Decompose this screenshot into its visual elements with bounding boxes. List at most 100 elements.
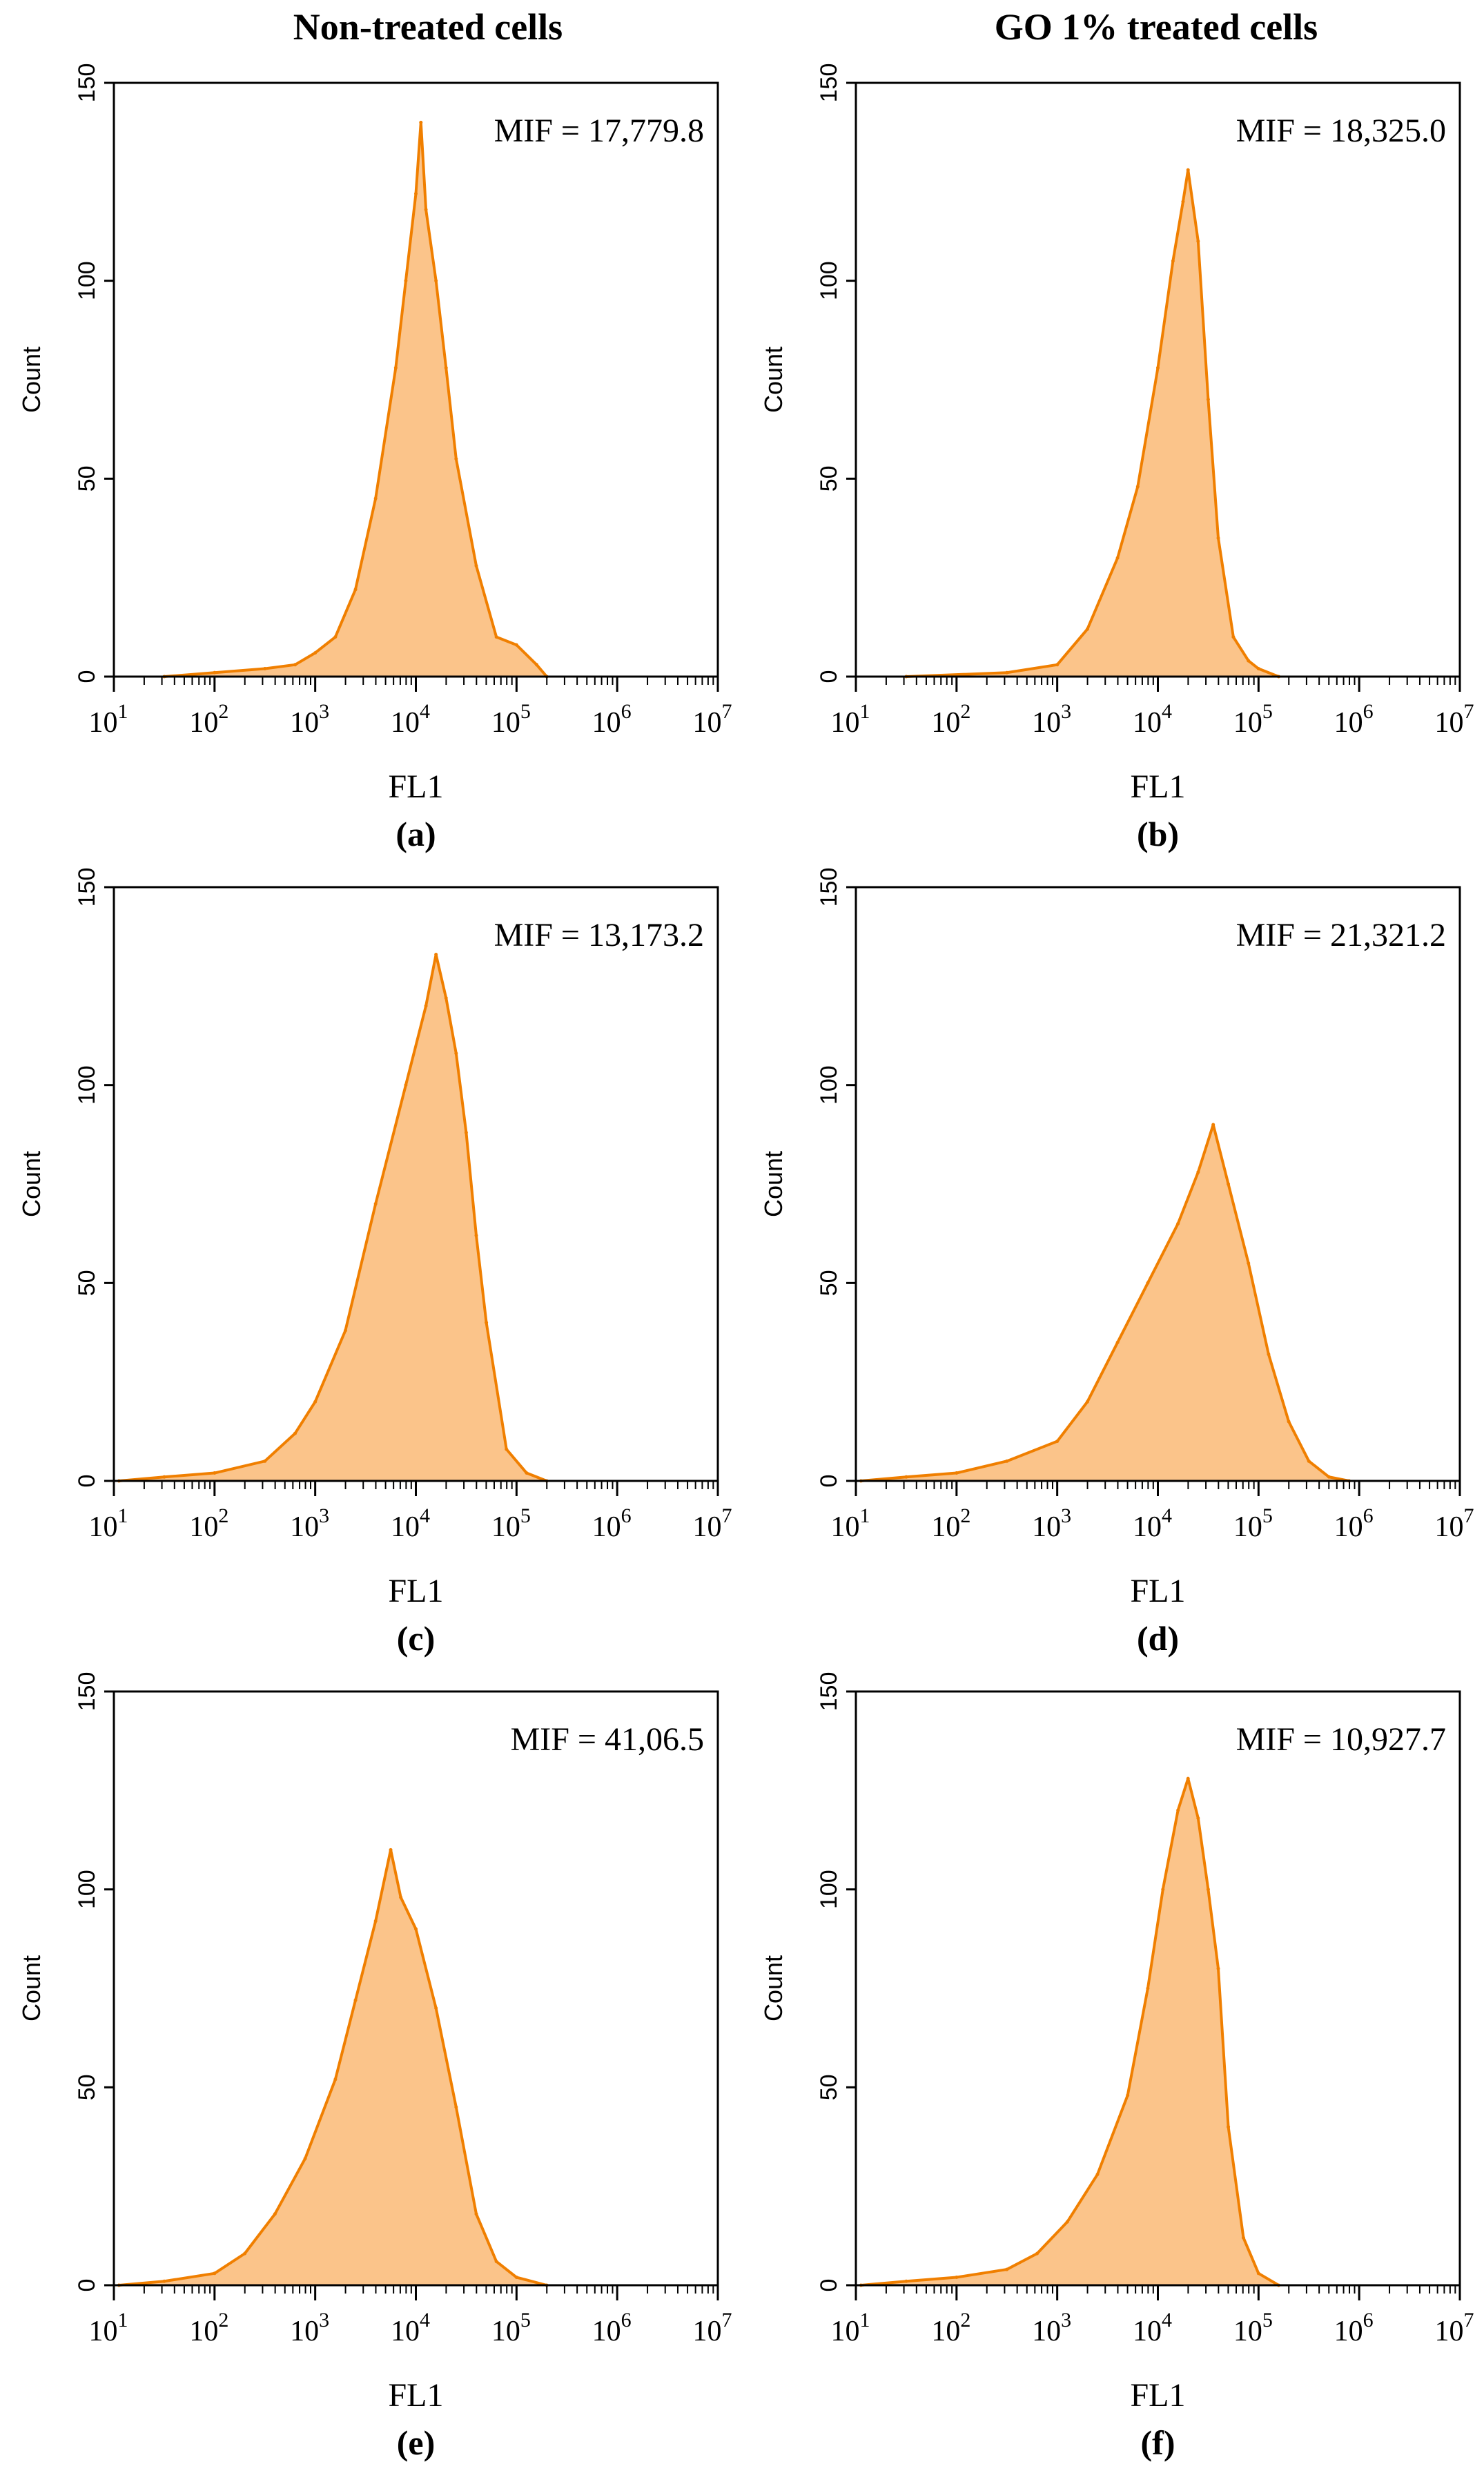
panel-letter: (b) bbox=[1137, 815, 1179, 853]
data-point bbox=[474, 1234, 478, 1238]
data-point bbox=[353, 1998, 358, 2002]
histogram-fill bbox=[906, 170, 1279, 677]
y-tick-label: 150 bbox=[816, 868, 842, 907]
panel-letter: (e) bbox=[397, 2423, 436, 2462]
data-point bbox=[535, 663, 538, 667]
data-point bbox=[434, 952, 438, 956]
y-axis-label: Count bbox=[17, 347, 46, 413]
data-point bbox=[393, 366, 398, 370]
data-point bbox=[373, 1919, 378, 1923]
data-point bbox=[1247, 1261, 1251, 1266]
data-point bbox=[474, 563, 478, 568]
x-tick-label: 105 bbox=[1233, 700, 1273, 739]
y-tick-label: 100 bbox=[816, 261, 842, 300]
x-axis-label: FL1 bbox=[388, 2377, 443, 2414]
histogram-panel-e: 0 50 100 150 101 102 103 104 105 106 107 Count MIF =… bbox=[0, 1672, 732, 2472]
histogram-panel-b: 0 50 100 150 101 102 103 104 105 106 107 Count MIF =… bbox=[742, 64, 1474, 863]
y-tick-label: 50 bbox=[74, 2074, 100, 2100]
data-point bbox=[424, 207, 428, 211]
x-axis-label: FL1 bbox=[1130, 2377, 1185, 2414]
y-tick-label: 0 bbox=[816, 670, 842, 683]
histogram-fill bbox=[861, 1125, 1349, 1481]
y-tick-label: 50 bbox=[816, 1270, 842, 1296]
x-tick-label: 102 bbox=[931, 1504, 970, 1543]
data-point bbox=[1085, 1399, 1089, 1404]
data-point bbox=[313, 651, 318, 655]
x-tick-label: 106 bbox=[1334, 1504, 1374, 1543]
data-point bbox=[1227, 1182, 1231, 1186]
column-title-non-treated: Non-treated cells bbox=[293, 6, 563, 48]
data-point bbox=[1231, 635, 1236, 639]
data-point bbox=[293, 663, 297, 667]
data-point bbox=[505, 1447, 509, 1451]
data-point bbox=[955, 1471, 959, 1475]
x-tick-label: 103 bbox=[290, 2309, 329, 2347]
data-point bbox=[419, 120, 423, 124]
data-point bbox=[213, 2271, 217, 2276]
x-tick-label: 107 bbox=[1435, 2309, 1474, 2347]
x-tick-label: 105 bbox=[491, 2309, 531, 2347]
data-point bbox=[494, 635, 498, 639]
data-point bbox=[1005, 2267, 1009, 2271]
data-point bbox=[1227, 2125, 1231, 2129]
histogram-svg: 0 50 100 150 101 102 103 104 105 106 107 Count MIF =… bbox=[17, 64, 732, 853]
data-point bbox=[404, 1083, 408, 1087]
histogram-svg: 0 50 100 150 101 102 103 104 105 106 107 Count MIF =… bbox=[759, 1672, 1474, 2462]
x-tick-label: 106 bbox=[592, 700, 632, 739]
data-point bbox=[955, 2276, 959, 2280]
data-point bbox=[389, 1848, 393, 1852]
data-point bbox=[162, 2279, 166, 2283]
x-tick-label: 105 bbox=[491, 700, 531, 739]
x-tick-label: 101 bbox=[831, 700, 870, 739]
histogram-panel-a: 0 50 100 150 101 102 103 104 105 106 107 Count MIF =… bbox=[0, 64, 732, 863]
x-axis-label: FL1 bbox=[388, 1573, 443, 1609]
data-point bbox=[1156, 366, 1160, 370]
data-point bbox=[343, 1328, 347, 1332]
x-tick-label: 103 bbox=[290, 1504, 329, 1543]
histogram-outline bbox=[861, 1123, 1349, 1482]
data-point bbox=[1287, 1419, 1291, 1424]
data-point bbox=[525, 1471, 529, 1475]
panel-letter: (a) bbox=[396, 815, 436, 853]
y-tick-label: 150 bbox=[74, 868, 100, 907]
mif-annotation: MIF = 21,321.2 bbox=[1236, 917, 1446, 953]
x-tick-label: 106 bbox=[592, 2309, 632, 2347]
data-point bbox=[1005, 670, 1009, 675]
y-tick-label: 150 bbox=[816, 1672, 842, 1712]
data-point bbox=[414, 192, 418, 196]
histogram-fill bbox=[119, 954, 547, 1481]
data-point bbox=[1176, 1808, 1180, 1812]
y-tick-label: 0 bbox=[74, 1475, 100, 1488]
data-point bbox=[1035, 2251, 1039, 2256]
y-tick-label: 150 bbox=[74, 1672, 100, 1712]
data-point bbox=[1181, 200, 1185, 204]
y-tick-label: 50 bbox=[74, 1270, 100, 1296]
x-tick-label: 101 bbox=[89, 700, 128, 739]
data-point bbox=[333, 635, 338, 639]
data-point bbox=[1135, 485, 1140, 489]
y-tick-label: 0 bbox=[816, 1475, 842, 1488]
x-tick-label: 107 bbox=[693, 1504, 732, 1543]
y-tick-label: 0 bbox=[816, 2279, 842, 2292]
data-point bbox=[1327, 1475, 1331, 1479]
data-point bbox=[273, 2212, 277, 2216]
histogram-outline bbox=[119, 1848, 547, 2287]
data-point bbox=[454, 2105, 458, 2109]
x-tick-label: 104 bbox=[1133, 1504, 1172, 1543]
mif-annotation: MIF = 17,779.8 bbox=[494, 113, 704, 149]
x-tick-label: 107 bbox=[693, 700, 732, 739]
y-tick-label: 0 bbox=[74, 670, 100, 683]
histogram-svg: 0 50 100 150 101 102 103 104 105 106 107 Count MIF =… bbox=[759, 868, 1474, 1658]
data-point bbox=[444, 366, 448, 370]
y-tick-label: 150 bbox=[816, 64, 842, 103]
data-point bbox=[1216, 1966, 1220, 1970]
x-tick-label: 103 bbox=[1032, 2309, 1071, 2347]
x-tick-label: 106 bbox=[1334, 2309, 1374, 2347]
data-point bbox=[313, 1399, 318, 1404]
data-point bbox=[1055, 663, 1060, 667]
data-point bbox=[1146, 1986, 1150, 1990]
data-point bbox=[485, 1321, 489, 1325]
mif-annotation: MIF = 13,173.2 bbox=[494, 917, 704, 953]
x-tick-label: 104 bbox=[1133, 700, 1172, 739]
data-point bbox=[1247, 659, 1251, 663]
